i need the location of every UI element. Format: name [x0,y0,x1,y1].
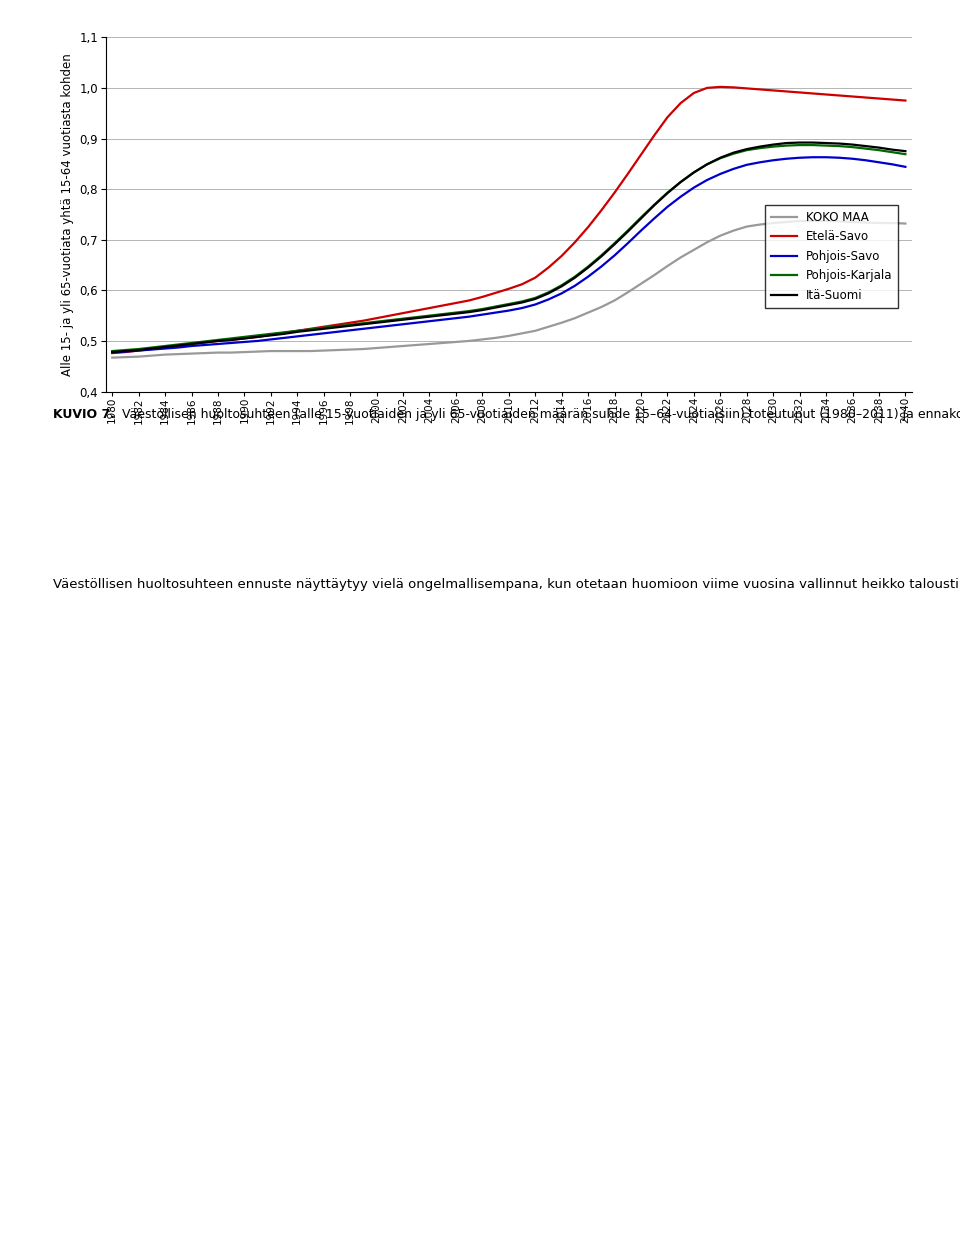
Text: Väestöllisen huoltosuhteen (alle 15-vuotiaiden ja yli 65-vuotiaiden määrän suhde: Väestöllisen huoltosuhteen (alle 15-vuot… [118,408,960,420]
Text: Peruspalvelujen arviointi 2011: Peruspalvelujen arviointi 2011 [43,1203,266,1218]
Text: Väestöllisen huoltosuhteen ennuste näyttäytyy vielä ongelmallisempana, kun oteta: Väestöllisen huoltosuhteen ennuste näytt… [53,578,960,590]
Y-axis label: Alle 15- ja yli 65-vuotiata yhtä 15-64 vuotiasta kohden: Alle 15- ja yli 65-vuotiata yhtä 15-64 v… [60,53,74,375]
Text: 19: 19 [899,1203,917,1218]
Legend: KOKO MAA, Etelä-Savo, Pohjois-Savo, Pohjois-Karjala, Itä-Suomi: KOKO MAA, Etelä-Savo, Pohjois-Savo, Pohj… [765,205,898,308]
Text: KUVIO 7.: KUVIO 7. [53,408,115,420]
